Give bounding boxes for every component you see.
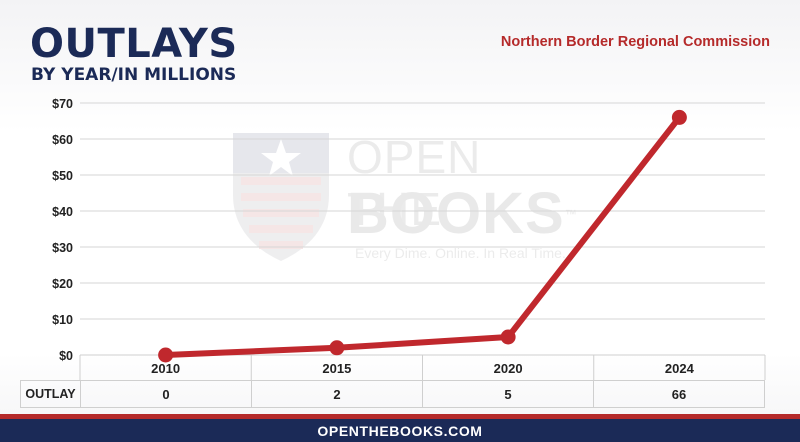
data-point <box>671 109 687 125</box>
data-point <box>500 329 516 345</box>
table-cell: 66 <box>593 380 765 408</box>
y-tick-label: $40 <box>52 205 73 219</box>
shield-icon <box>233 133 329 261</box>
x-tick-label: 2010 <box>151 361 180 376</box>
x-tick-label: 2015 <box>322 361 351 376</box>
gridlines <box>79 102 766 380</box>
table-cell: 2 <box>251 380 423 408</box>
chart-title: OUTLAYS <box>30 21 238 67</box>
data-table: OUTLAY 0 2 5 66 <box>20 380 765 408</box>
series-line <box>162 114 683 358</box>
watermark-tagline: Every Dime. Online. In Real Time. <box>355 245 566 261</box>
table-row: OUTLAY 0 2 5 66 <box>20 380 765 408</box>
table-cell: 5 <box>422 380 594 408</box>
footer-bar: OPENTHEBOOKS.COM <box>0 419 800 442</box>
y-tick-label: $30 <box>52 241 73 255</box>
y-tick-label: $20 <box>52 277 73 291</box>
data-point <box>158 347 174 363</box>
y-tick-label: $10 <box>52 313 73 327</box>
data-point <box>329 340 345 356</box>
footer-stripe <box>0 414 800 419</box>
footer-site-link[interactable]: OPENTHEBOOKS.COM <box>317 422 483 439</box>
y-tick-label: $70 <box>52 97 73 111</box>
x-tick-label: 2020 <box>494 361 523 376</box>
agency-name: Northern Border Regional Commission <box>500 34 770 50</box>
watermark-line-2: BOOKS™ <box>347 183 578 245</box>
y-tick-label: $0 <box>59 349 73 363</box>
chart-subtitle: BY YEAR/IN MILLIONS <box>31 65 237 85</box>
y-tick-label: $60 <box>52 133 73 147</box>
x-axis-ticks: 2010 2015 2020 2024 <box>151 361 694 376</box>
table-cell: 0 <box>80 380 252 408</box>
watermark-line-1: OPEN THE <box>347 131 482 235</box>
x-tick-label: 2024 <box>665 361 695 376</box>
open-the-books-watermark: OPEN THE BOOKS™ Every Dime. Online. In R… <box>225 125 585 275</box>
watermark-books: BOOKS <box>347 181 565 246</box>
table-row-label: OUTLAY <box>20 380 81 408</box>
y-tick-label: $50 <box>52 169 73 183</box>
series-outlay <box>158 109 687 363</box>
y-axis-ticks: $0 $10 $20 $30 $40 $50 $60 $70 <box>52 97 73 363</box>
